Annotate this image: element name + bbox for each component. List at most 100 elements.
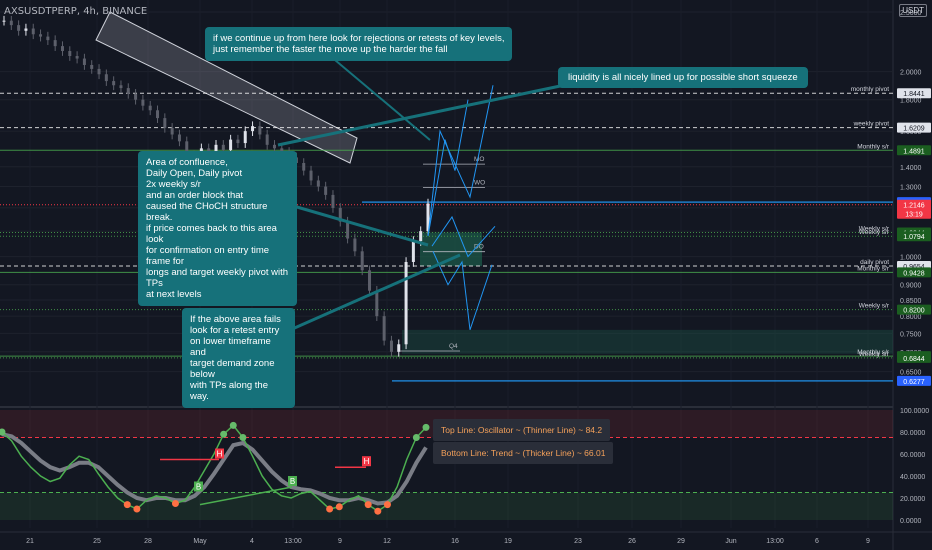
candle-body (346, 221, 350, 239)
price-tag (897, 88, 931, 99)
signal-marker (288, 476, 297, 486)
time-tick-label: 12 (383, 538, 391, 545)
time-tick-label: 26 (628, 538, 636, 545)
candle-body (2, 20, 6, 22)
osc-tick-label: 60.0000 (900, 452, 925, 459)
candle-body (272, 144, 276, 149)
candle-body (236, 139, 240, 144)
candle-body (46, 36, 50, 41)
candle-body (90, 64, 94, 69)
osc-tick-label: 0.0000 (900, 518, 922, 525)
candle-body (39, 34, 43, 37)
candle-body (258, 126, 262, 135)
candle-body (411, 241, 415, 262)
candle-body (280, 148, 284, 152)
level-label: daily pivot (860, 259, 889, 266)
signal-dot (335, 503, 343, 511)
candle-body (419, 231, 423, 242)
candle-body (97, 68, 101, 75)
candle-body (163, 118, 167, 128)
signal-marker (362, 456, 371, 467)
time-tick-label: 4 (250, 538, 254, 545)
price-tag-label: 0.6277 (903, 379, 925, 386)
candle-body (309, 170, 313, 181)
price-tick-label: 0.7500 (900, 331, 922, 338)
candle-body (170, 127, 174, 135)
note-continue-up[interactable]: if we continue up from here look for rej… (205, 27, 513, 61)
time-tick-label: 28 (144, 538, 152, 545)
order-block-zone (420, 232, 482, 267)
currency-label[interactable]: USDT (899, 4, 927, 17)
level-label: Weekly s/r (859, 303, 890, 310)
note-liquidity[interactable]: liquidity is all nicely lined up for pos… (558, 67, 808, 88)
candle-body (119, 85, 123, 89)
projection-path (427, 99, 469, 237)
candle-body (251, 126, 255, 132)
price-tag (897, 304, 931, 315)
candle-body (9, 20, 13, 26)
price-tick-label: 1.8000 (900, 98, 922, 105)
price-tag-label: 1.4891 (903, 148, 925, 155)
price-tag-label: 0.8200 (903, 308, 925, 315)
current-price-value: 1.2146 (903, 203, 925, 210)
price-tag (897, 352, 931, 363)
candle-body (243, 131, 247, 144)
time-tick-label: 9 (866, 538, 870, 545)
candles (2, 15, 430, 357)
projection-path (427, 85, 494, 237)
callout-arrow (289, 203, 429, 247)
signal-dot (229, 421, 237, 429)
time-tick-label: 19 (504, 538, 512, 545)
level-label: Weekly s/r (859, 226, 890, 233)
candle-body (221, 144, 225, 151)
time-tick-label: 29 (677, 538, 685, 545)
note-confluence[interactable]: Area of confluence, Daily Open, Daily pi… (138, 151, 297, 306)
signal-dot (123, 501, 131, 509)
period-label: Q4 (449, 343, 458, 350)
time-tick-label: 16 (451, 538, 459, 545)
price-tags: 1.84411.62091.48911.22631.09441.07940.96… (897, 88, 931, 386)
candle-body (60, 46, 64, 52)
signal-dot (171, 500, 179, 507)
signal-dot (133, 505, 141, 513)
level-label: Monthly s/r (857, 265, 890, 272)
price-tag-label: 1.0794 (903, 234, 925, 241)
signal-dot (383, 501, 391, 509)
current-price-countdown: 13:19 (905, 212, 923, 219)
signal-dot (239, 434, 247, 441)
projection-path (432, 251, 493, 331)
candle-body (375, 290, 379, 317)
projection-paths (277, 59, 566, 332)
candle-body (185, 141, 189, 156)
time-tick-label: 13:00 (284, 538, 302, 545)
price-tag (897, 231, 931, 242)
candle-body (389, 340, 393, 352)
candle-body (404, 261, 408, 345)
descending-channel (95, 11, 358, 164)
time-tick-label: 21 (26, 538, 34, 545)
candle-body (353, 238, 357, 252)
trend-line (1, 432, 428, 506)
candle-body (265, 134, 269, 145)
level-label: Monthly s/r (857, 143, 890, 150)
price-tag (897, 375, 931, 386)
signal-marker-label: B (196, 483, 201, 492)
candle-body (141, 99, 145, 106)
price-tag-label: 0.6844 (903, 356, 925, 363)
candle-body (360, 251, 364, 271)
time-tick-label: 9 (338, 538, 342, 545)
signal-marker-label: H (364, 457, 370, 466)
osc-tick-label: 40.0000 (900, 474, 925, 481)
note-area-fails[interactable]: If the above area fails look for a retes… (182, 308, 295, 408)
projection-path (431, 215, 496, 258)
candle-body (148, 105, 152, 111)
candle-body (177, 134, 181, 142)
oversold-zone (0, 492, 893, 520)
time-axis[interactable]: 21 25 28 May 4 13:00 9 12 16 19 23 26 29 Jun 13:00 6 9 (26, 538, 870, 545)
price-tick-label: 1.3000 (900, 185, 922, 192)
price-tag-label: 0.9428 (903, 270, 925, 277)
candle-body (214, 144, 218, 154)
candle-body (68, 51, 72, 57)
signal-dot (326, 505, 334, 513)
pane-separator (0, 406, 893, 408)
